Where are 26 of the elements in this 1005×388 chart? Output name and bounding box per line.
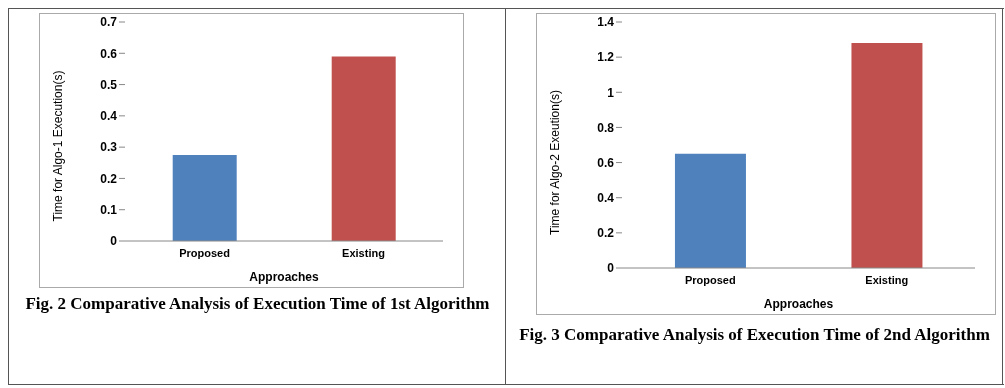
y-tick-label: 1 [607, 85, 615, 100]
y-tick-label: 0.3 [100, 140, 118, 155]
y-tick-label: 1.4 [597, 15, 615, 30]
x-tick-label: Proposed [179, 246, 230, 259]
y-tick-label: 0.2 [100, 171, 118, 186]
y-tick-label: 0.6 [597, 155, 615, 170]
y-tick-label: 0.2 [597, 226, 615, 241]
y-tick-label: 0.4 [100, 109, 118, 124]
x-axis-title: Approaches [249, 270, 319, 284]
y-tick-label: 0.7 [100, 15, 118, 30]
y-tick-label: 0.4 [597, 190, 615, 205]
y-tick-label: 0.6 [100, 46, 118, 61]
caption: Fig. 2 Comparative Analysis of Execution Time of 1st Algorithm [24, 293, 491, 315]
x-tick-label: Existing [865, 273, 909, 286]
x-axis-title: Approaches [763, 297, 834, 311]
y-tick-label: 0 [110, 234, 118, 249]
caption: Fig. 3 Comparative Analysis of Execution Time of 2nd Algorithm [518, 324, 991, 346]
y-tick-label: 0.5 [100, 77, 118, 92]
y-tick-label: 0.8 [597, 120, 615, 135]
y-tick-label: 0.1 [100, 202, 118, 217]
y-axis-title: Time for Algo-2 Exeution(s) [548, 90, 563, 235]
y-tick-label: 1.2 [597, 50, 615, 65]
x-tick-label: Existing [342, 246, 385, 259]
y-tick-label: 0 [607, 261, 615, 276]
x-tick-label: Proposed [684, 273, 736, 286]
y-axis-title: Time for Algo-1 Execution(s) [51, 70, 66, 222]
